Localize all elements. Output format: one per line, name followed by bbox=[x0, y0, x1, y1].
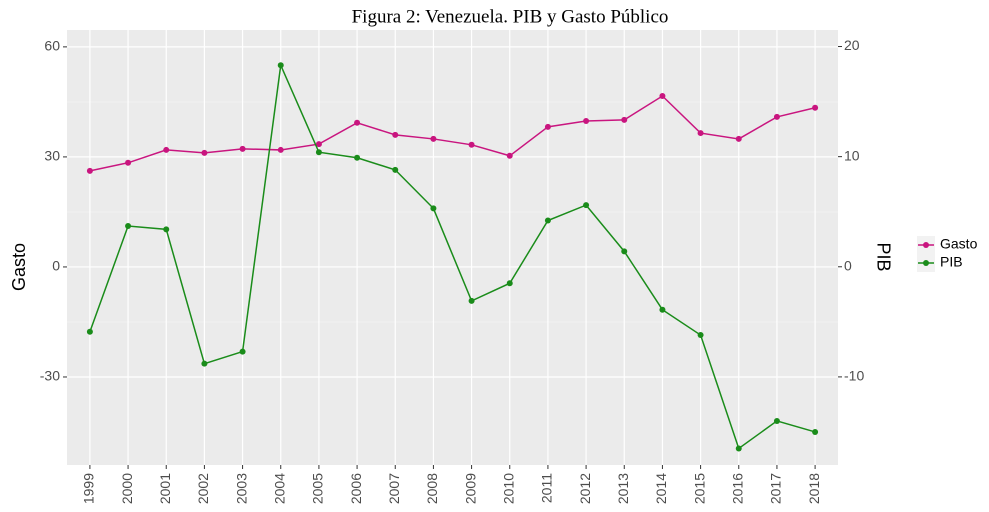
y2-axis-title: PIB bbox=[873, 242, 893, 271]
point bbox=[392, 131, 399, 138]
point bbox=[583, 202, 590, 209]
point bbox=[659, 306, 666, 313]
point bbox=[735, 135, 742, 142]
y2-tick-label: -10 bbox=[844, 368, 864, 384]
x-tick-label: 2007 bbox=[386, 473, 402, 504]
y-tick-label: 60 bbox=[44, 38, 60, 54]
x-tick-label: 2018 bbox=[806, 473, 822, 504]
point bbox=[125, 223, 132, 230]
point bbox=[430, 135, 437, 142]
point bbox=[812, 104, 819, 111]
point bbox=[315, 149, 322, 156]
legend-label: PIB bbox=[940, 254, 963, 270]
point bbox=[468, 297, 475, 304]
x-tick-label: 1999 bbox=[81, 473, 97, 504]
point bbox=[277, 62, 284, 69]
x-tick-label: 2005 bbox=[310, 473, 326, 504]
x-tick-label: 2004 bbox=[271, 473, 287, 504]
point bbox=[544, 217, 551, 224]
point bbox=[621, 116, 628, 123]
x-tick-label: 2008 bbox=[424, 473, 440, 504]
point bbox=[773, 417, 780, 424]
point bbox=[659, 93, 666, 100]
y2-tick-label: 20 bbox=[844, 37, 860, 53]
x-tick-label: 2011 bbox=[539, 473, 555, 503]
series-line bbox=[89, 62, 816, 450]
point bbox=[354, 154, 361, 161]
y2-tick-label: 0 bbox=[844, 257, 852, 273]
x-tick-label: 2017 bbox=[768, 473, 784, 504]
y-tick-label: -30 bbox=[40, 368, 60, 384]
point bbox=[277, 146, 284, 153]
point bbox=[621, 248, 628, 255]
point bbox=[354, 119, 361, 126]
point bbox=[315, 141, 322, 148]
point bbox=[86, 328, 93, 335]
x-tick-label: 2002 bbox=[195, 473, 211, 504]
x-tick-label: 2000 bbox=[119, 473, 135, 504]
point bbox=[201, 149, 208, 156]
point bbox=[812, 428, 819, 435]
x-tick-label: 2016 bbox=[729, 473, 745, 504]
x-tick-label: 2012 bbox=[577, 473, 593, 504]
point bbox=[239, 145, 246, 152]
point bbox=[468, 141, 475, 148]
x-tick-label: 2014 bbox=[653, 473, 669, 504]
chart-title: Figura 2: Venezuela. PIB y Gasto Público bbox=[352, 6, 669, 27]
point bbox=[506, 280, 513, 287]
x-tick-label: 2006 bbox=[348, 473, 364, 504]
x-tick-label: 2001 bbox=[157, 473, 173, 504]
legend-point bbox=[923, 260, 929, 266]
point bbox=[506, 152, 513, 159]
plot-panel bbox=[67, 30, 838, 465]
y-axis-title: Gasto bbox=[9, 243, 29, 291]
point bbox=[583, 117, 590, 124]
point bbox=[773, 113, 780, 120]
legend-point bbox=[923, 242, 929, 248]
point bbox=[163, 146, 170, 153]
point bbox=[201, 360, 208, 367]
point bbox=[697, 332, 704, 339]
point bbox=[86, 167, 93, 174]
x-tick-label: 2015 bbox=[691, 473, 707, 504]
point bbox=[430, 205, 437, 212]
x-tick-label: 2009 bbox=[462, 473, 478, 504]
series-line bbox=[89, 95, 816, 172]
point bbox=[697, 130, 704, 137]
y2-tick-label: 10 bbox=[844, 147, 860, 163]
x-tick-label: 2010 bbox=[500, 473, 516, 504]
y-tick-label: 0 bbox=[52, 258, 60, 274]
point bbox=[735, 445, 742, 452]
legend-label: Gasto bbox=[940, 236, 978, 252]
point bbox=[125, 159, 132, 166]
point bbox=[239, 348, 246, 355]
point bbox=[392, 166, 399, 173]
y-tick-label: 30 bbox=[44, 148, 60, 164]
x-tick-label: 2003 bbox=[233, 473, 249, 504]
point bbox=[544, 123, 551, 130]
point bbox=[163, 226, 170, 233]
x-tick-label: 2013 bbox=[615, 473, 631, 504]
